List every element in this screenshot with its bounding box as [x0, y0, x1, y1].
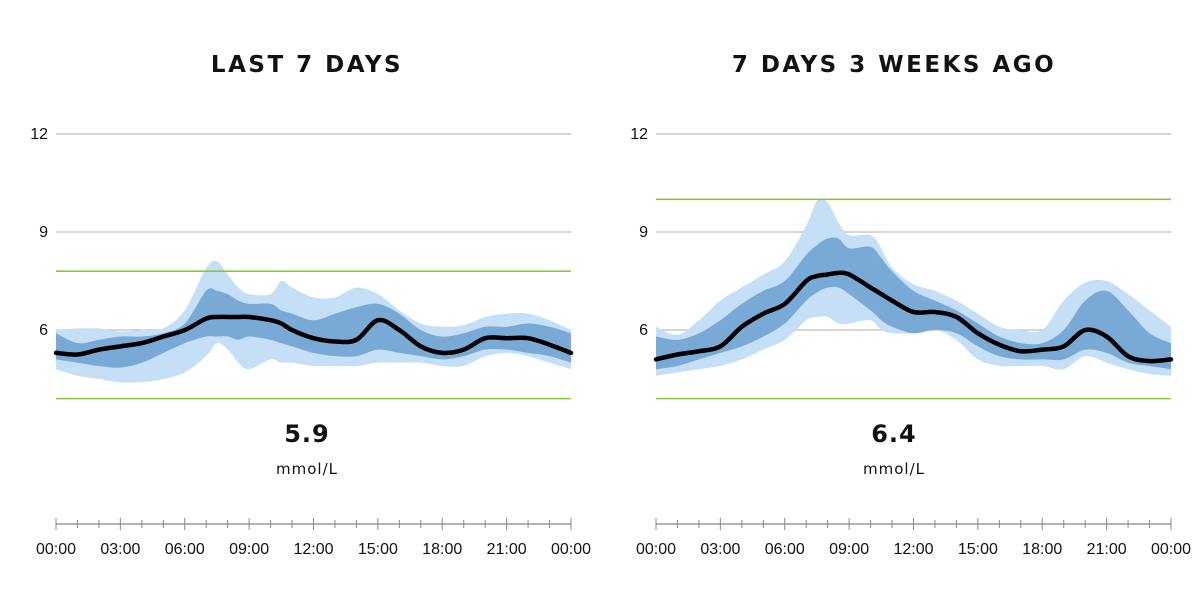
- inner-percentile-band: [656, 237, 1171, 370]
- x-tick-label: 21:00: [1087, 541, 1127, 558]
- x-tick-label: 15:00: [958, 541, 998, 558]
- x-tick-label: 21:00: [487, 541, 527, 558]
- outer-percentile-band: [656, 198, 1171, 376]
- x-tick-label: 18:00: [1022, 541, 1062, 558]
- inner-percentile-band: [56, 288, 571, 368]
- median-line: [653, 270, 1174, 364]
- y-tick-label: 9: [639, 224, 648, 241]
- y-tick-label: 12: [630, 126, 648, 143]
- x-tick-label: 03:00: [100, 541, 140, 558]
- average-unit: mmol/L: [276, 460, 338, 478]
- x-tick-label: 09:00: [829, 541, 869, 558]
- x-tick-label: 09:00: [229, 541, 269, 558]
- x-tick-label: 00:00: [36, 541, 76, 558]
- x-tick-label: 00:00: [636, 541, 676, 558]
- average-unit: mmol/L: [863, 460, 925, 478]
- median-line: [53, 314, 574, 357]
- x-tick-label: 00:00: [1151, 541, 1191, 558]
- x-tick-label: 03:00: [700, 541, 740, 558]
- y-tick-label: 6: [39, 322, 48, 339]
- x-tick-label: 12:00: [893, 541, 933, 558]
- x-tick-label: 15:00: [358, 541, 398, 558]
- chart-title: LAST 7 DAYS: [211, 52, 403, 78]
- x-tick-label: 00:00: [551, 541, 591, 558]
- chart-panel-3-weeks-ago: 7 DAYS 3 WEEKS AGO 12 9 6 6.4 mmol/L 00:00 03:0…: [630, 52, 1191, 558]
- chart-panel-last-7-days: LAST 7 DAYS 12 9 6 5.9 mmol/L 00:00 03:00 06:00 0…: [30, 52, 591, 558]
- x-tick-label: 12:00: [293, 541, 333, 558]
- average-value: 6.4: [871, 420, 917, 448]
- average-value: 5.9: [284, 420, 330, 448]
- chart-title: 7 DAYS 3 WEEKS AGO: [732, 52, 1056, 78]
- y-tick-label: 9: [39, 224, 48, 241]
- y-tick-label: 12: [30, 126, 48, 143]
- y-tick-label: 6: [639, 322, 648, 339]
- x-tick-label: 06:00: [165, 541, 205, 558]
- x-tick-label: 06:00: [765, 541, 805, 558]
- x-tick-label: 18:00: [422, 541, 462, 558]
